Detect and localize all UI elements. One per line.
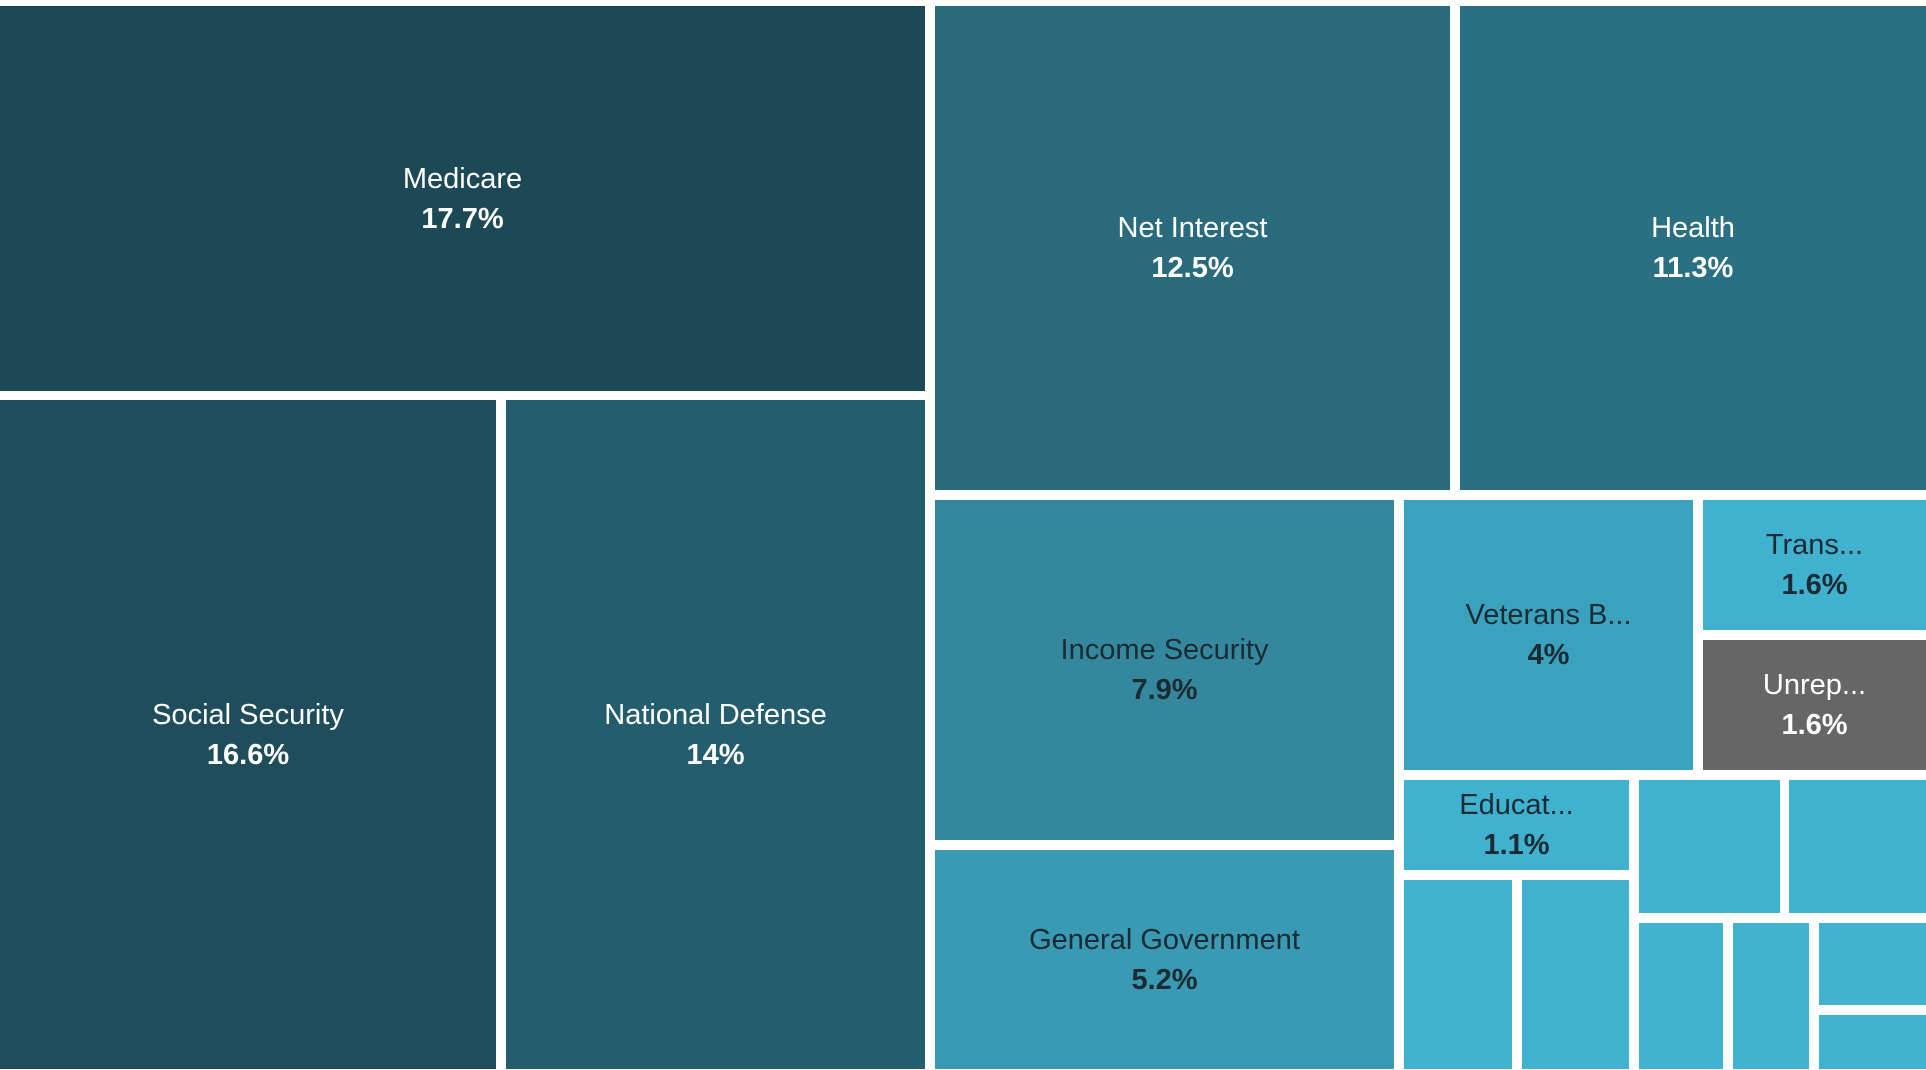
treemap-tile-medicare[interactable]: Medicare 17.7% bbox=[0, 6, 925, 391]
tile-label: Trans... 1.6% bbox=[1703, 525, 1926, 605]
tile-value-label: 12.5% bbox=[1151, 252, 1234, 284]
tile-label: Medicare 17.7% bbox=[0, 159, 925, 239]
treemap-tile-national-defense[interactable]: National Defense 14% bbox=[506, 400, 925, 1069]
tile-name-label: Trans... bbox=[1765, 529, 1864, 561]
tile-label: National Defense 14% bbox=[506, 695, 925, 775]
treemap-tile-income-security[interactable]: Income Security 7.9% bbox=[935, 500, 1394, 840]
tile-value-label: 17.7% bbox=[421, 202, 504, 235]
tile-label: Educat... 1.1% bbox=[1404, 785, 1629, 865]
tile-value-label: 14% bbox=[686, 738, 745, 771]
tile-label: Health 11.3% bbox=[1460, 208, 1926, 288]
treemap-tile-veterans-b[interactable]: Veterans B... 4% bbox=[1404, 500, 1693, 770]
tile-name-label: Income Security bbox=[1060, 634, 1269, 666]
treemap-tile-unlabeled-15[interactable] bbox=[1639, 923, 1723, 1069]
tile-name-label: National Defense bbox=[604, 698, 827, 731]
treemap-tile-trans[interactable]: Trans... 1.6% bbox=[1703, 500, 1926, 630]
treemap-tile-unlabeled-16[interactable] bbox=[1733, 923, 1809, 1069]
treemap-tile-general-government[interactable]: General Government 5.2% bbox=[935, 850, 1394, 1069]
tile-name-label: Net Interest bbox=[1117, 212, 1268, 244]
tile-label: Net Interest 12.5% bbox=[935, 208, 1450, 288]
tile-value-label: 1.1% bbox=[1483, 829, 1550, 861]
tile-label: General Government 5.2% bbox=[935, 920, 1394, 1000]
tile-label: Income Security 7.9% bbox=[935, 630, 1394, 710]
treemap-tile-unlabeled-13[interactable] bbox=[1639, 780, 1780, 913]
treemap-tile-health[interactable]: Health 11.3% bbox=[1460, 6, 1926, 490]
tile-name-label: Unrep... bbox=[1762, 669, 1867, 701]
tile-name-label: Medicare bbox=[402, 162, 523, 195]
tile-label: Veterans B... 4% bbox=[1404, 595, 1693, 675]
tile-value-label: 1.6% bbox=[1781, 569, 1848, 601]
treemap-tile-unrep[interactable]: Unrep... 1.6% bbox=[1703, 640, 1926, 770]
tile-name-label: Social Security bbox=[152, 698, 344, 731]
tile-value-label: 16.6% bbox=[206, 738, 290, 771]
tile-value-label: 4% bbox=[1527, 639, 1570, 671]
tile-name-label: Health bbox=[1651, 212, 1735, 244]
treemap-tile-net-interest[interactable]: Net Interest 12.5% bbox=[935, 6, 1450, 490]
treemap-tile-unlabeled-18[interactable] bbox=[1819, 1015, 1926, 1069]
tile-value-label: 11.3% bbox=[1652, 252, 1734, 284]
treemap-tile-educat[interactable]: Educat... 1.1% bbox=[1404, 780, 1629, 870]
treemap-tile-unlabeled-12[interactable] bbox=[1522, 880, 1629, 1069]
treemap-tile-unlabeled-17[interactable] bbox=[1819, 923, 1926, 1005]
treemap-tile-social-security[interactable]: Social Security 16.6% bbox=[0, 400, 496, 1069]
tile-name-label: Veterans B... bbox=[1465, 599, 1632, 631]
tile-name-label: General Government bbox=[1029, 923, 1300, 956]
tile-label: Social Security 16.6% bbox=[0, 695, 496, 775]
tile-value-label: 5.2% bbox=[1131, 963, 1198, 996]
tile-label: Unrep... 1.6% bbox=[1703, 665, 1926, 745]
tile-name-label: Educat... bbox=[1459, 789, 1574, 821]
treemap-tile-unlabeled-11[interactable] bbox=[1404, 880, 1512, 1069]
treemap-tile-unlabeled-14[interactable] bbox=[1789, 780, 1926, 913]
tile-value-label: 7.9% bbox=[1131, 674, 1198, 706]
tile-value-label: 1.6% bbox=[1781, 709, 1848, 741]
